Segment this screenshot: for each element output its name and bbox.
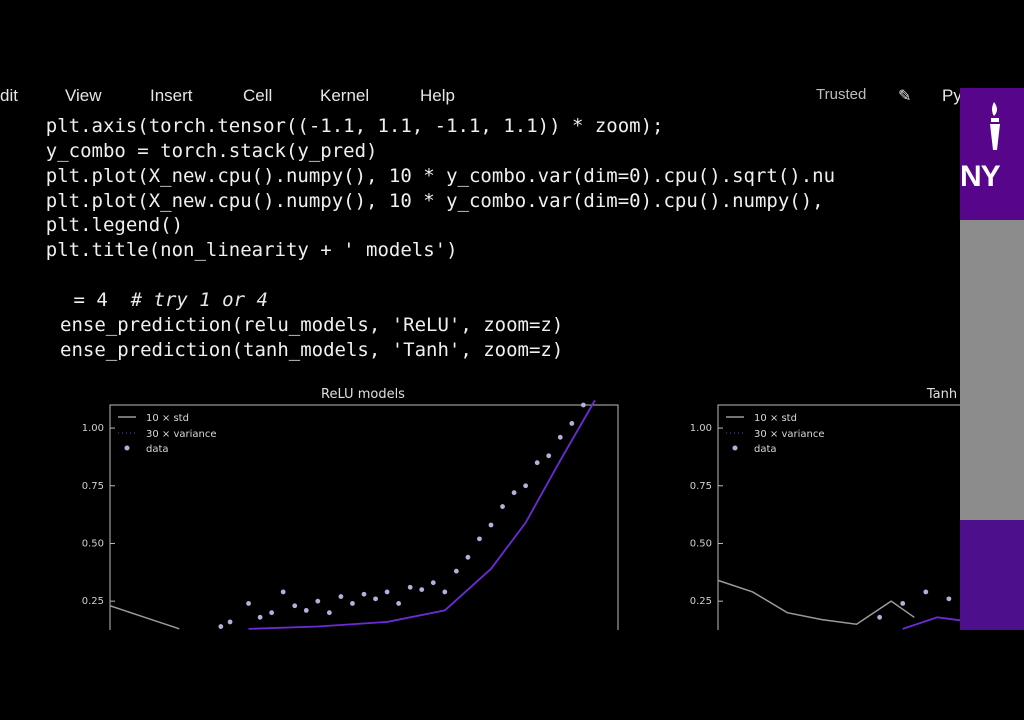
- data-point: [442, 589, 448, 595]
- code-line: ense_prediction(relu_models, 'ReLU', zoo…: [60, 314, 564, 336]
- code-line: plt.title(non_linearity + ' models'): [0, 239, 458, 261]
- camera-feed: [960, 220, 1024, 520]
- y-ticks: 0.25 0.50 0.75 1.00: [82, 423, 115, 607]
- std-line: [109, 605, 180, 630]
- code-line: y_combo = torch.stack(y_pred): [0, 140, 378, 162]
- data-point: [557, 434, 563, 440]
- variance-line: [902, 616, 960, 630]
- legend-label: 10 × std: [146, 413, 189, 424]
- relu-chart: ReLU models 0.25 0.50 0.75 1.00 10 × std 30…: [82, 387, 619, 630]
- data-point: [569, 421, 575, 426]
- nyu-wordmark: NY: [960, 160, 1001, 193]
- data-point: [315, 598, 321, 604]
- data-point: [946, 596, 952, 602]
- data-point: [453, 568, 459, 574]
- torch-icon: [990, 102, 1000, 150]
- code-line: plt.plot(X_new.cpu().numpy(), 10 * y_com…: [0, 190, 824, 212]
- data-point: [534, 460, 540, 466]
- legend-data-swatch: [124, 445, 130, 451]
- y-tick-label: 0.50: [82, 538, 104, 549]
- chart-title: ReLU models: [321, 387, 405, 402]
- trusted-indicator[interactable]: Trusted: [816, 86, 867, 103]
- menu-view[interactable]: View: [65, 86, 102, 105]
- code-cell[interactable]: plt.axis(torch.tensor((-1.1, 1.1, -1.1, …: [0, 113, 960, 363]
- data-point: [465, 554, 471, 560]
- purple-banner: [960, 520, 1024, 630]
- data-point: [477, 536, 482, 542]
- plot-frame: [109, 404, 619, 630]
- data-point: [384, 589, 390, 595]
- menu-edit[interactable]: dit: [0, 86, 18, 105]
- std-line: [717, 579, 915, 626]
- y-tick-label: 0.50: [690, 538, 712, 549]
- legend-label: 30 × variance: [146, 429, 217, 440]
- data-point: [430, 580, 436, 586]
- code-text: = 4: [62, 289, 131, 311]
- data-point: [923, 589, 929, 595]
- menu-kernel[interactable]: Kernel: [320, 86, 370, 105]
- data-point: [218, 624, 224, 629]
- data-point: [326, 610, 332, 616]
- data-point: [500, 504, 505, 509]
- data-point: [877, 614, 883, 620]
- y-tick-label: 1.00: [82, 423, 104, 434]
- data-point: [419, 587, 425, 593]
- data-point: [396, 601, 402, 606]
- kernel-name: Py: [942, 86, 962, 105]
- data-point: [373, 596, 378, 602]
- y-ticks: 0.25 0.50 0.75 1.00: [690, 423, 723, 607]
- legend-label: data: [146, 444, 169, 455]
- code-line: plt.legend(): [0, 214, 184, 236]
- code-line-zoom: = 4 # try 1 or 4: [62, 289, 268, 311]
- tanh-chart: Tanh 0.25 0.50 0.75 1.00 10 × std 30 × vari…: [690, 387, 960, 630]
- menu-cell[interactable]: Cell: [243, 86, 273, 105]
- relu-figure: ReLU models 0.25 0.50 0.75 1.00 10 × std 30…: [70, 380, 630, 630]
- legend: 10 × std 30 × variance data: [118, 413, 217, 455]
- pencil-icon[interactable]: ✎: [898, 86, 912, 105]
- series-group: [717, 579, 960, 630]
- data-point: [257, 614, 263, 620]
- data-point: [227, 619, 233, 625]
- menu-insert[interactable]: Insert: [150, 86, 193, 105]
- data-point: [361, 591, 367, 597]
- data-point: [900, 601, 906, 606]
- data-point: [338, 594, 344, 599]
- notebook-menubar: dit View Insert Cell Kernel Help Trusted…: [0, 80, 962, 112]
- legend-data-swatch: [732, 445, 738, 451]
- y-tick-label: 0.75: [690, 481, 712, 492]
- data-point: [523, 483, 529, 489]
- data-point: [546, 453, 552, 459]
- code-line: plt.plot(X_new.cpu().numpy(), 10 * y_com…: [0, 165, 836, 187]
- legend: 10 × std 30 × variance data: [726, 413, 825, 455]
- data-point: [303, 607, 309, 613]
- nyu-overlay-panel: NY: [960, 88, 1024, 630]
- code-line: ense_prediction(tanh_models, 'Tanh', zoo…: [60, 339, 564, 361]
- y-tick-label: 0.25: [690, 596, 712, 607]
- chart-title: Tanh: [926, 387, 957, 402]
- legend-label: data: [754, 444, 777, 455]
- data-point: [511, 490, 517, 496]
- legend-label: 30 × variance: [754, 429, 825, 440]
- series-group: [109, 399, 596, 630]
- data-point: [292, 603, 298, 609]
- data-point: [350, 601, 355, 606]
- tanh-figure: Tanh 0.25 0.50 0.75 1.00 10 × std 30 × vari…: [680, 380, 960, 630]
- y-tick-label: 0.75: [82, 481, 104, 492]
- data-point: [580, 402, 586, 408]
- y-tick-label: 1.00: [690, 423, 712, 434]
- code-comment: # try 1 or 4: [130, 289, 268, 311]
- data-point: [280, 589, 286, 595]
- variance-line: [248, 399, 596, 630]
- legend-label: 10 × std: [754, 413, 797, 424]
- y-tick-label: 0.25: [82, 596, 104, 607]
- data-point: [407, 584, 413, 590]
- data-point: [246, 601, 251, 606]
- code-line: plt.axis(torch.tensor((-1.1, 1.1, -1.1, …: [0, 115, 664, 137]
- plot-frame: [717, 404, 960, 630]
- data-point: [488, 522, 494, 528]
- nyu-logo: NY: [960, 88, 1024, 198]
- data-point: [269, 610, 275, 616]
- menu-help[interactable]: Help: [420, 86, 455, 105]
